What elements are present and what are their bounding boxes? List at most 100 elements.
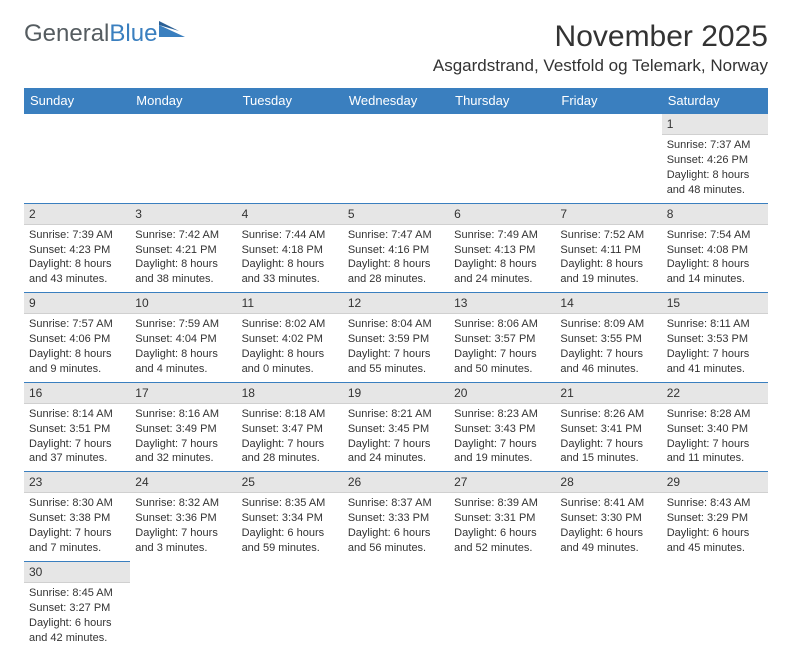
logo-flag-icon — [159, 21, 187, 41]
empty-cell — [130, 561, 236, 650]
day-number: 5 — [343, 204, 449, 225]
day-cell: 24Sunrise: 8:32 AMSunset: 3:36 PMDayligh… — [130, 472, 236, 562]
daylight-text: Daylight: 6 hours and 49 minutes. — [560, 526, 656, 556]
daylight-text: Daylight: 8 hours and 14 minutes. — [667, 257, 763, 287]
sunset-text: Sunset: 3:40 PM — [667, 422, 763, 437]
day-number: 21 — [555, 383, 661, 404]
day-cell: 11Sunrise: 8:02 AMSunset: 4:02 PMDayligh… — [237, 293, 343, 383]
sunset-text: Sunset: 3:38 PM — [29, 511, 125, 526]
empty-cell — [24, 114, 130, 204]
daylight-text: Daylight: 8 hours and 43 minutes. — [29, 257, 125, 287]
title-block: November 2025 Asgardstrand, Vestfold og … — [433, 20, 768, 76]
sunrise-text: Sunrise: 8:06 AM — [454, 317, 550, 332]
day-number: 10 — [130, 293, 236, 314]
sunset-text: Sunset: 3:36 PM — [135, 511, 231, 526]
sunrise-text: Sunrise: 8:18 AM — [242, 407, 338, 422]
daylight-text: Daylight: 8 hours and 24 minutes. — [454, 257, 550, 287]
empty-cell — [130, 114, 236, 204]
logo: GeneralBlue — [24, 20, 187, 48]
day-number: 7 — [555, 204, 661, 225]
empty-cell — [555, 561, 661, 650]
sunset-text: Sunset: 3:31 PM — [454, 511, 550, 526]
day-number: 26 — [343, 472, 449, 493]
day-number: 3 — [130, 204, 236, 225]
daylight-text: Daylight: 8 hours and 4 minutes. — [135, 347, 231, 377]
sunrise-text: Sunrise: 8:11 AM — [667, 317, 763, 332]
daylight-text: Daylight: 8 hours and 0 minutes. — [242, 347, 338, 377]
header: GeneralBlue November 2025 Asgardstrand, … — [24, 20, 768, 76]
day-cell: 10 Sunrise: 7:59 AMSunset: 4:04 PMDayligh… — [130, 293, 236, 383]
sunset-text: Sunset: 4:11 PM — [560, 243, 656, 258]
day-cell: 8Sunrise: 7:54 AMSunset: 4:08 PMDaylight… — [662, 203, 768, 293]
sunset-text: Sunset: 4:23 PM — [29, 243, 125, 258]
day-cell: 3Sunrise: 7:42 AMSunset: 4:21 PMDaylight… — [130, 203, 236, 293]
sunset-text: Sunset: 4:21 PM — [135, 243, 231, 258]
empty-cell — [237, 114, 343, 204]
sunset-text: Sunset: 4:06 PM — [29, 332, 125, 347]
sunset-text: Sunset: 4:18 PM — [242, 243, 338, 258]
day-cell: 6Sunrise: 7:49 AMSunset: 4:13 PMDaylight… — [449, 203, 555, 293]
sunrise-text: Sunrise: 8:16 AM — [135, 407, 231, 422]
daylight-text: Daylight: 8 hours and 28 minutes. — [348, 257, 444, 287]
sunset-text: Sunset: 3:30 PM — [560, 511, 656, 526]
daylight-text: Daylight: 8 hours and 48 minutes. — [667, 168, 763, 198]
sunrise-text: Sunrise: 7:37 AM — [667, 138, 763, 153]
sunset-text: Sunset: 3:59 PM — [348, 332, 444, 347]
location-text: Asgardstrand, Vestfold og Telemark, Norw… — [433, 56, 768, 76]
sunset-text: Sunset: 3:55 PM — [560, 332, 656, 347]
sunrise-text: Sunrise: 7:39 AM — [29, 228, 125, 243]
daylight-text: Daylight: 6 hours and 52 minutes. — [454, 526, 550, 556]
daylight-text: Daylight: 7 hours and 37 minutes. — [29, 437, 125, 467]
day-body: Sunrise: 7:37 AMSunset: 4:26 PMDaylight:… — [662, 135, 768, 202]
day-number: 25 — [237, 472, 343, 493]
day-number: 12 — [343, 293, 449, 314]
day-number: 20 — [449, 383, 555, 404]
empty-cell — [555, 114, 661, 204]
day-cell: 16Sunrise: 8:14 AMSunset: 3:51 PMDayligh… — [24, 382, 130, 472]
empty-cell — [343, 114, 449, 204]
day-cell: 13Sunrise: 8:06 AMSunset: 3:57 PMDayligh… — [449, 293, 555, 383]
sunrise-text: Sunrise: 7:42 AM — [135, 228, 231, 243]
day-cell: 29Sunrise: 8:43 AMSunset: 3:29 PMDayligh… — [662, 472, 768, 562]
day-cell: 15Sunrise: 8:11 AMSunset: 3:53 PMDayligh… — [662, 293, 768, 383]
daylight-text: Daylight: 8 hours and 33 minutes. — [242, 257, 338, 287]
daylight-text: Daylight: 7 hours and 41 minutes. — [667, 347, 763, 377]
day-number: 9 — [24, 293, 130, 314]
daylight-text: Daylight: 7 hours and 32 minutes. — [135, 437, 231, 467]
calendar-week-row: 30Sunrise: 8:45 AMSunset: 3:27 PMDayligh… — [24, 561, 768, 650]
day-body: Sunrise: 8:14 AMSunset: 3:51 PMDaylight:… — [24, 404, 130, 471]
daylight-text: Daylight: 7 hours and 7 minutes. — [29, 526, 125, 556]
day-number: 4 — [237, 204, 343, 225]
day-number: 22 — [662, 383, 768, 404]
day-cell: 30Sunrise: 8:45 AMSunset: 3:27 PMDayligh… — [24, 561, 130, 650]
day-cell: 12Sunrise: 8:04 AMSunset: 3:59 PMDayligh… — [343, 293, 449, 383]
sunset-text: Sunset: 4:04 PM — [135, 332, 231, 347]
day-number: 15 — [662, 293, 768, 314]
calendar-body: 1Sunrise: 7:37 AMSunset: 4:26 PMDaylight… — [24, 114, 768, 650]
logo-text-general: General — [24, 20, 109, 48]
day-cell: 21Sunrise: 8:26 AMSunset: 3:41 PMDayligh… — [555, 382, 661, 472]
sunset-text: Sunset: 4:02 PM — [242, 332, 338, 347]
sunrise-text: Sunrise: 7:47 AM — [348, 228, 444, 243]
day-body: Sunrise: 8:39 AMSunset: 3:31 PMDaylight:… — [449, 493, 555, 560]
daylight-text: Daylight: 6 hours and 59 minutes. — [242, 526, 338, 556]
logo-text-blue: Blue — [109, 20, 157, 48]
day-body: Sunrise: 8:35 AMSunset: 3:34 PMDaylight:… — [237, 493, 343, 560]
day-body: Sunrise: 8:21 AMSunset: 3:45 PMDaylight:… — [343, 404, 449, 471]
day-number: 18 — [237, 383, 343, 404]
day-cell: 7Sunrise: 7:52 AMSunset: 4:11 PMDaylight… — [555, 203, 661, 293]
day-cell: 28Sunrise: 8:41 AMSunset: 3:30 PMDayligh… — [555, 472, 661, 562]
day-number: 23 — [24, 472, 130, 493]
sunrise-text: Sunrise: 8:45 AM — [29, 586, 125, 601]
day-body: Sunrise: 7:39 AMSunset: 4:23 PMDaylight:… — [24, 225, 130, 292]
sunset-text: Sunset: 4:26 PM — [667, 153, 763, 168]
day-body: Sunrise: 8:43 AMSunset: 3:29 PMDaylight:… — [662, 493, 768, 560]
day-number: 17 — [130, 383, 236, 404]
day-body: Sunrise: 7:44 AMSunset: 4:18 PMDaylight:… — [237, 225, 343, 292]
sunrise-text: Sunrise: 8:35 AM — [242, 496, 338, 511]
day-cell: 14Sunrise: 8:09 AMSunset: 3:55 PMDayligh… — [555, 293, 661, 383]
sunrise-text: Sunrise: 7:59 AM — [135, 317, 231, 332]
day-cell: 2Sunrise: 7:39 AMSunset: 4:23 PMDaylight… — [24, 203, 130, 293]
day-number: 2 — [24, 204, 130, 225]
daylight-text: Daylight: 7 hours and 3 minutes. — [135, 526, 231, 556]
